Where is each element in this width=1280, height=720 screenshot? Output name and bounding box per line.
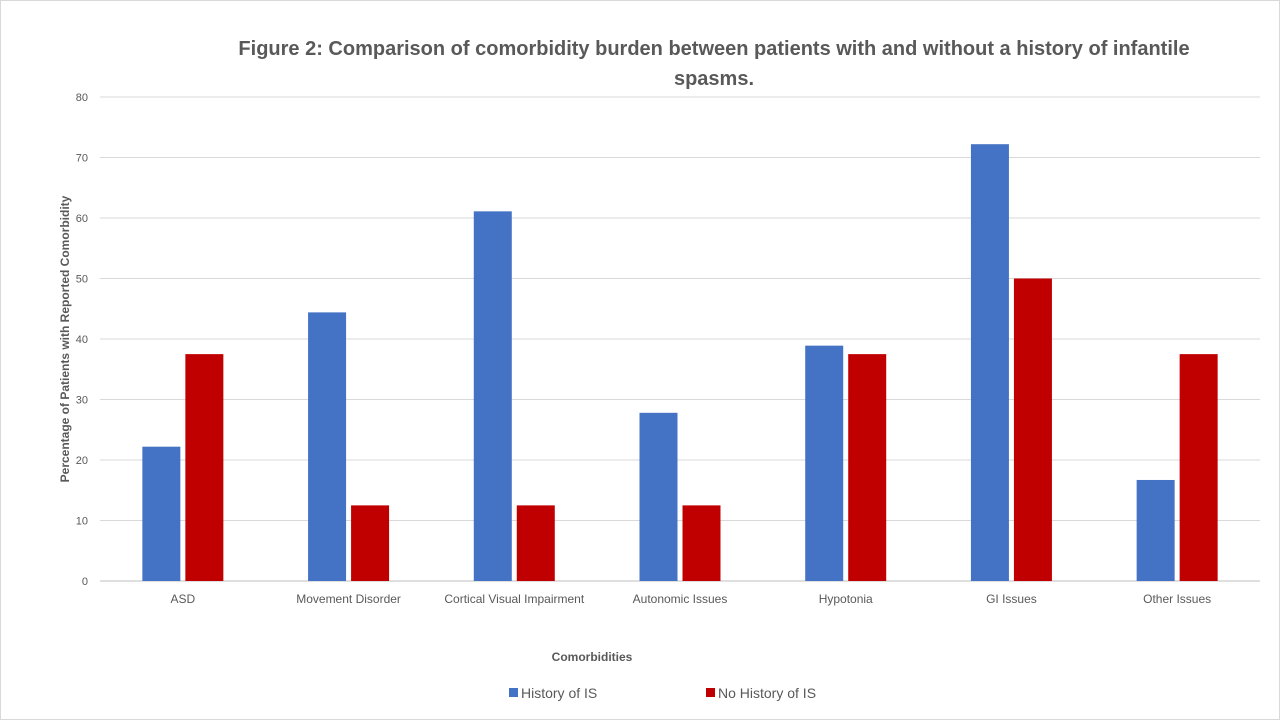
bar-history-of-is [639, 412, 678, 581]
bar-history-of-is [1136, 479, 1175, 581]
x-tick-label: GI Issues [986, 592, 1037, 606]
y-tick-label: 10 [76, 516, 88, 528]
chart-title-line-1: Figure 2: Comparison of comorbidity burd… [238, 38, 1189, 60]
legend-label: No History of IS [718, 685, 816, 701]
bar-history-of-is [308, 312, 347, 581]
bar-no-history-of-is [682, 505, 721, 581]
y-tick-label: 30 [76, 395, 88, 407]
y-tick-label: 20 [76, 455, 88, 467]
x-tick-label: Hypotonia [819, 592, 873, 606]
y-tick-label: 80 [76, 92, 88, 104]
bar-history-of-is [970, 144, 1009, 581]
bar-history-of-is [142, 446, 181, 581]
legend-swatch [706, 688, 715, 697]
y-tick-label: 0 [82, 576, 88, 588]
y-tick-label: 60 [76, 213, 88, 225]
bar-no-history-of-is [185, 354, 224, 581]
y-tick-label: 50 [76, 274, 88, 286]
chart-title-line-2: spasms. [674, 68, 754, 90]
bar-no-history-of-is [1179, 354, 1218, 581]
bar-no-history-of-is [1013, 278, 1052, 581]
legend-swatch [509, 688, 518, 697]
bar-history-of-is [805, 345, 844, 581]
x-tick-label: Autonomic Issues [633, 592, 728, 606]
x-tick-label: ASD [171, 592, 196, 606]
x-axis-label: Comorbidities [552, 650, 633, 664]
bar-history-of-is [473, 211, 512, 581]
bar-no-history-of-is [848, 354, 887, 581]
legend-label: History of IS [521, 685, 597, 701]
bar-no-history-of-is [516, 505, 555, 581]
x-tick-label: Cortical Visual Impairment [444, 592, 584, 606]
y-tick-label: 40 [76, 334, 88, 346]
y-tick-label: 70 [76, 153, 88, 165]
x-tick-label: Movement Disorder [296, 592, 401, 606]
x-tick-label: Other Issues [1143, 592, 1211, 606]
bar-no-history-of-is [351, 505, 390, 581]
y-axis-label: Percentage of Patients with Reported Com… [58, 195, 72, 482]
